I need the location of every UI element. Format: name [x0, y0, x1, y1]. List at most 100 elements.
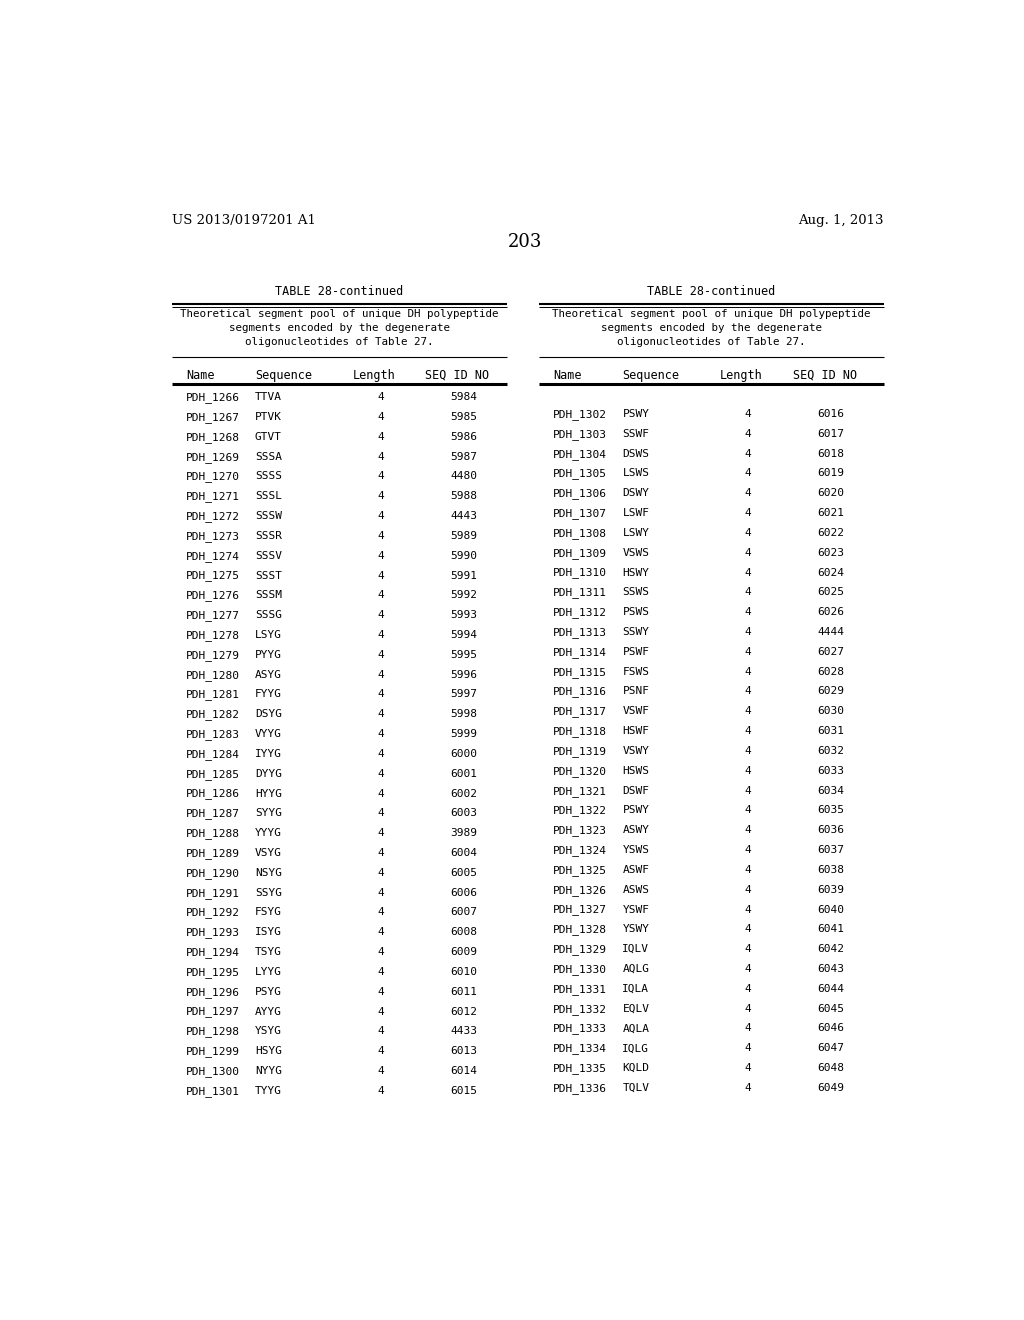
Text: PDH_1330: PDH_1330 [553, 964, 607, 975]
Text: 4: 4 [744, 469, 752, 478]
Text: 6010: 6010 [451, 968, 477, 977]
Text: oligonucleotides of Table 27.: oligonucleotides of Table 27. [617, 338, 806, 347]
Text: VSWF: VSWF [623, 706, 649, 717]
Text: 6008: 6008 [451, 928, 477, 937]
Text: PDH_1278: PDH_1278 [186, 630, 240, 642]
Text: 4: 4 [377, 729, 384, 739]
Text: PDH_1327: PDH_1327 [553, 904, 607, 916]
Text: 5986: 5986 [451, 432, 477, 442]
Text: LSWF: LSWF [623, 508, 649, 519]
Text: PDH_1334: PDH_1334 [553, 1043, 607, 1055]
Text: NYYG: NYYG [255, 1067, 282, 1076]
Text: Sequence: Sequence [255, 368, 312, 381]
Text: 4: 4 [744, 1082, 752, 1093]
Text: 6015: 6015 [451, 1086, 477, 1096]
Text: 4: 4 [377, 550, 384, 561]
Text: PSNF: PSNF [623, 686, 649, 697]
Text: 4: 4 [377, 907, 384, 917]
Text: 6004: 6004 [451, 847, 477, 858]
Text: 6001: 6001 [451, 768, 477, 779]
Text: DSYG: DSYG [255, 709, 282, 719]
Text: DSWY: DSWY [623, 488, 649, 498]
Text: 4: 4 [744, 508, 752, 519]
Text: 4: 4 [377, 610, 384, 620]
Text: 6000: 6000 [451, 748, 477, 759]
Text: SSYG: SSYG [255, 887, 282, 898]
Text: HSWS: HSWS [623, 766, 649, 776]
Text: LSWS: LSWS [623, 469, 649, 478]
Text: AYYG: AYYG [255, 1007, 282, 1016]
Text: 6038: 6038 [817, 865, 845, 875]
Text: 4480: 4480 [451, 471, 477, 482]
Text: 4: 4 [377, 511, 384, 521]
Text: 4: 4 [377, 570, 384, 581]
Text: PDH_1295: PDH_1295 [186, 968, 240, 978]
Text: 6037: 6037 [817, 845, 845, 855]
Text: 4: 4 [377, 948, 384, 957]
Text: Length: Length [352, 368, 395, 381]
Text: IQLG: IQLG [623, 1043, 649, 1053]
Text: PDH_1322: PDH_1322 [553, 805, 607, 816]
Text: ASYG: ASYG [255, 669, 282, 680]
Text: 4: 4 [744, 706, 752, 717]
Text: SSST: SSST [255, 570, 282, 581]
Text: PDH_1319: PDH_1319 [553, 746, 607, 756]
Text: 6019: 6019 [817, 469, 845, 478]
Text: 6007: 6007 [451, 907, 477, 917]
Text: TABLE 28-continued: TABLE 28-continued [275, 285, 403, 298]
Text: 203: 203 [508, 232, 542, 251]
Text: 6024: 6024 [817, 568, 845, 578]
Text: 6040: 6040 [817, 904, 845, 915]
Text: 6025: 6025 [817, 587, 845, 598]
Text: 4433: 4433 [451, 1027, 477, 1036]
Text: 4: 4 [744, 944, 752, 954]
Text: PDH_1274: PDH_1274 [186, 550, 240, 561]
Text: PDH_1273: PDH_1273 [186, 531, 240, 541]
Text: DSWS: DSWS [623, 449, 649, 458]
Text: PDH_1318: PDH_1318 [553, 726, 607, 737]
Text: 6018: 6018 [817, 449, 845, 458]
Text: PDH_1279: PDH_1279 [186, 649, 240, 661]
Text: 4: 4 [744, 983, 752, 994]
Text: YSWS: YSWS [623, 845, 649, 855]
Text: US 2013/0197201 A1: US 2013/0197201 A1 [172, 214, 315, 227]
Text: SSSA: SSSA [255, 451, 282, 462]
Text: TTVA: TTVA [255, 392, 282, 403]
Text: 6044: 6044 [817, 983, 845, 994]
Text: PDH_1336: PDH_1336 [553, 1082, 607, 1094]
Text: 4: 4 [744, 429, 752, 438]
Text: 4: 4 [377, 432, 384, 442]
Text: 4: 4 [377, 788, 384, 799]
Text: FSWS: FSWS [623, 667, 649, 677]
Text: VSWS: VSWS [623, 548, 649, 558]
Text: 4: 4 [377, 1047, 384, 1056]
Text: segments encoded by the degenerate: segments encoded by the degenerate [601, 323, 822, 333]
Text: 5995: 5995 [451, 649, 477, 660]
Text: PDH_1276: PDH_1276 [186, 590, 240, 602]
Text: 5996: 5996 [451, 669, 477, 680]
Text: 4: 4 [377, 630, 384, 640]
Text: PDH_1272: PDH_1272 [186, 511, 240, 521]
Text: SSSW: SSSW [255, 511, 282, 521]
Text: PDH_1293: PDH_1293 [186, 928, 240, 939]
Text: PDH_1277: PDH_1277 [186, 610, 240, 622]
Text: 4: 4 [744, 746, 752, 756]
Text: DSWF: DSWF [623, 785, 649, 796]
Text: KQLD: KQLD [623, 1063, 649, 1073]
Text: 4: 4 [744, 1043, 752, 1053]
Text: 4: 4 [377, 847, 384, 858]
Text: PDH_1321: PDH_1321 [553, 785, 607, 796]
Text: 6047: 6047 [817, 1043, 845, 1053]
Text: PDH_1266: PDH_1266 [186, 392, 240, 403]
Text: 4: 4 [377, 1067, 384, 1076]
Text: 6013: 6013 [451, 1047, 477, 1056]
Text: PDH_1298: PDH_1298 [186, 1027, 240, 1038]
Text: YYYG: YYYG [255, 828, 282, 838]
Text: Theoretical segment pool of unique DH polypeptide: Theoretical segment pool of unique DH po… [180, 309, 499, 319]
Text: 4: 4 [377, 808, 384, 818]
Text: PDH_1292: PDH_1292 [186, 907, 240, 919]
Text: 5990: 5990 [451, 550, 477, 561]
Text: AQLA: AQLA [623, 1023, 649, 1034]
Text: 4: 4 [377, 748, 384, 759]
Text: 5987: 5987 [451, 451, 477, 462]
